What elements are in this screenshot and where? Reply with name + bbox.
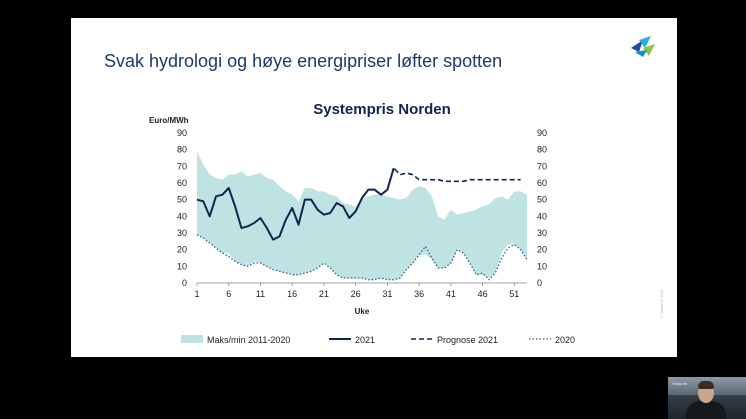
slide-title: Svak hydrologi og høye energipriser løft… <box>104 51 503 71</box>
legend-label-2020: 2020 <box>555 335 575 345</box>
y-tick-label-left: 50 <box>177 195 187 205</box>
y-tick-label-left: 10 <box>177 261 187 271</box>
legend-label-2021: 2021 <box>355 335 375 345</box>
presenter-body <box>686 401 726 419</box>
series-line-2020 <box>196 234 528 281</box>
y-tick-label-right: 90 <box>537 128 547 138</box>
y-tick-label-right: 60 <box>537 178 547 188</box>
y-tick-label-right: 40 <box>537 211 547 221</box>
y-tick-label-left: 90 <box>177 128 187 138</box>
y-tick-label-left: 30 <box>177 228 187 238</box>
x-tick-label: 21 <box>319 289 329 299</box>
y-tick-label-right: 30 <box>537 228 547 238</box>
x-tick-label: 6 <box>226 289 231 299</box>
chart-title: Systempris Norden <box>313 101 451 118</box>
y-tick-label-left: 80 <box>177 145 187 155</box>
x-tick-label: 1 <box>194 289 199 299</box>
y-tick-label-right: 0 <box>537 278 542 288</box>
y-tick-label-left: 60 <box>177 178 187 188</box>
y-axis-label: Euro/MWh <box>149 116 189 125</box>
y-tick-label-right: 50 <box>537 195 547 205</box>
y-tick-label-left: 20 <box>177 245 187 255</box>
x-tick-label: 26 <box>351 289 361 299</box>
series-line-prognose-2021 <box>386 167 521 190</box>
webcam-thumbnail: Statkraft <box>668 377 746 419</box>
presenter-hair <box>698 381 714 389</box>
y-tick-label-right: 10 <box>537 261 547 271</box>
webcam-logo-label: Statkraft <box>672 381 687 386</box>
y-tick-label-right: 80 <box>537 145 547 155</box>
y-tick-label-left: 70 <box>177 161 187 171</box>
y-tick-label-left: 0 <box>182 278 187 288</box>
legend-swatch-band <box>181 335 203 343</box>
x-tick-label: 11 <box>256 289 265 299</box>
series-line-2021 <box>196 167 395 241</box>
x-tick-label: 36 <box>414 289 424 299</box>
x-axis-label: Uke <box>355 307 370 316</box>
maks-min-band <box>197 151 527 280</box>
x-tick-label: 46 <box>478 289 488 299</box>
legend-label-band: Maks/min 2011-2020 <box>207 335 290 345</box>
y-tick-label-right: 70 <box>537 161 547 171</box>
y-tick-label-left: 40 <box>177 211 187 221</box>
presentation-slide: Svak hydrologi og høye energipriser løft… <box>71 18 677 357</box>
x-tick-label: 31 <box>382 289 392 299</box>
x-tick-label: 51 <box>509 289 519 299</box>
legend-label-prognose-2021: Prognose 2021 <box>437 335 498 345</box>
x-tick-label: 41 <box>446 289 456 299</box>
statkraft-logo-icon <box>631 36 655 57</box>
y-tick-label-right: 20 <box>537 245 547 255</box>
x-tick-label: 16 <box>287 289 297 299</box>
